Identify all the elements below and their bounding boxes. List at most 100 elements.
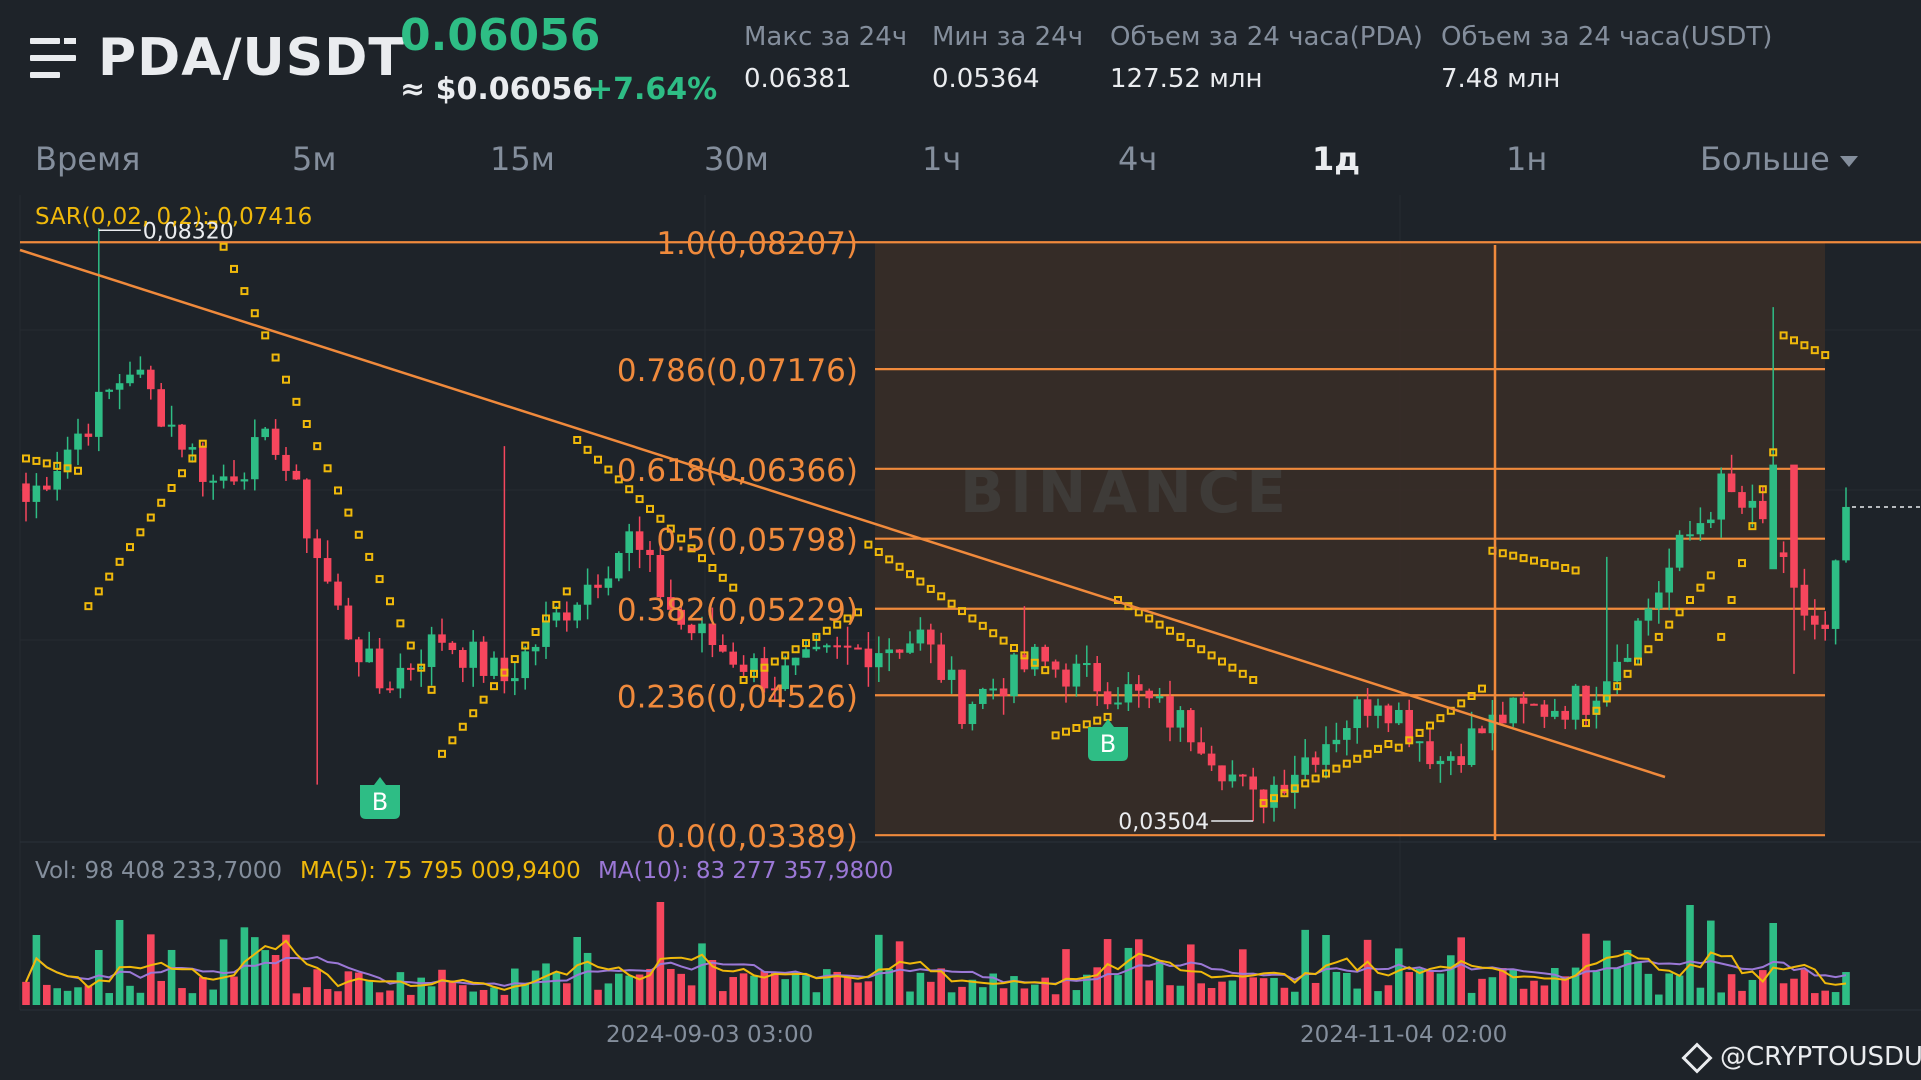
candle-body (1623, 657, 1632, 662)
volume-bar (656, 902, 665, 1005)
candle-body (854, 647, 862, 650)
volume-bar (687, 985, 696, 1005)
sar-dot (1062, 727, 1070, 736)
candle-body (1322, 744, 1330, 765)
volume-bar (303, 987, 311, 1005)
stat-volume-usdt: Объем за 24 часа(USDT) 7.48 млн (1441, 22, 1772, 94)
sar-dot (1779, 331, 1788, 340)
trend-line[interactable] (19, 248, 1666, 779)
sar-dot (1166, 626, 1174, 635)
sar-dot (1675, 608, 1684, 617)
volume-bar (490, 987, 498, 1005)
volume-bar (854, 982, 862, 1005)
candle-body (1447, 756, 1455, 761)
volume-bar (209, 989, 217, 1005)
sar-dot (458, 722, 467, 731)
volume-bar (1176, 985, 1185, 1005)
volume-bar (1790, 978, 1798, 1005)
volume-bar (864, 981, 873, 1005)
candle-body (1093, 663, 1101, 692)
volume-bar (1603, 940, 1611, 1005)
volume-bar (1717, 992, 1725, 1005)
tab-1d[interactable]: 1д (1312, 140, 1361, 178)
volume-bar (1779, 983, 1788, 1005)
volume-bar (1041, 977, 1049, 1005)
buy-marker[interactable]: B (360, 777, 400, 819)
volume-bar (573, 937, 581, 1005)
candle-body (1332, 739, 1341, 745)
candle-body (1769, 464, 1777, 570)
sar-dot (646, 504, 654, 513)
candle-body (1218, 765, 1226, 782)
candle-body (74, 433, 82, 450)
volume-bar (1582, 933, 1590, 1005)
tab-30m[interactable]: 30м (704, 140, 769, 178)
sar-dot (1571, 566, 1580, 575)
sar-dot (885, 555, 894, 564)
sar-dot (802, 639, 810, 648)
sar-dot (53, 461, 62, 470)
sar-dot (115, 557, 124, 566)
ma5-line (25, 939, 1847, 991)
sar-dot (1030, 658, 1039, 667)
tab-5m[interactable]: 5м (292, 140, 337, 178)
tab-1w[interactable]: 1н (1506, 140, 1548, 178)
volume-bar (1530, 980, 1538, 1005)
sar-dot (698, 554, 706, 563)
sar-dot (375, 575, 384, 584)
volume-bar (313, 969, 321, 1005)
menu-icon[interactable] (30, 38, 78, 78)
buy-marker[interactable]: B (1088, 719, 1128, 761)
candle-body (1197, 742, 1205, 754)
tab-4h[interactable]: 4ч (1118, 140, 1158, 178)
tab-1h[interactable]: 1ч (922, 140, 962, 178)
candle-body (1665, 567, 1673, 593)
candle-body (1800, 584, 1809, 616)
sar-dot (469, 709, 478, 718)
candle-body (947, 669, 956, 680)
pair-title[interactable]: PDA/USDT (98, 28, 405, 88)
candle-body (999, 688, 1008, 697)
candle-body (1790, 464, 1798, 588)
tab-15m[interactable]: 15м (490, 140, 555, 178)
volume-bar (1228, 980, 1237, 1005)
volume-bar (334, 991, 342, 1005)
candle-body (729, 651, 737, 665)
candle-body (1135, 684, 1143, 691)
candle-body (1457, 756, 1465, 766)
watermark-text: @CRYPTOUSDUA (1720, 1042, 1921, 1072)
stat-label: Макс за 24ч (744, 22, 908, 52)
chart-annotations: 0,08320 0,03504 B B (98, 219, 1921, 835)
candle-body (1353, 699, 1361, 729)
candle-body (1249, 776, 1257, 790)
volume-bar (1187, 944, 1195, 1005)
candle-body (1561, 710, 1569, 720)
candle-body (115, 383, 124, 390)
volume-bar (1415, 968, 1424, 1005)
tab-more[interactable]: Больше (1700, 140, 1858, 178)
sar-dot (1654, 632, 1663, 641)
candle-body (1571, 685, 1580, 720)
fib-level-label: 0.0(0,03389) (656, 819, 858, 855)
candle-body (490, 657, 498, 676)
candle-body (968, 703, 977, 725)
volume-bar (199, 977, 207, 1005)
volume-bar (251, 937, 259, 1005)
candle-body (906, 643, 914, 653)
sar-dot (521, 641, 530, 650)
volume-bar (22, 981, 30, 1005)
sar-dot (1155, 620, 1164, 629)
sar-dot (895, 562, 904, 571)
sar-dot (1342, 759, 1351, 768)
volume-bar (1821, 990, 1829, 1005)
volume-bar (1644, 973, 1653, 1005)
sar-dot (677, 534, 686, 543)
tab-time[interactable]: Время (35, 140, 141, 178)
period-low-label: 0,03504 (1118, 810, 1209, 835)
candle-body (365, 648, 373, 663)
volume-bar (531, 970, 540, 1005)
volume-bar (1124, 947, 1133, 1005)
fib-level-label: 0.786(0,07176) (617, 353, 858, 389)
sar-dot (1426, 721, 1434, 730)
